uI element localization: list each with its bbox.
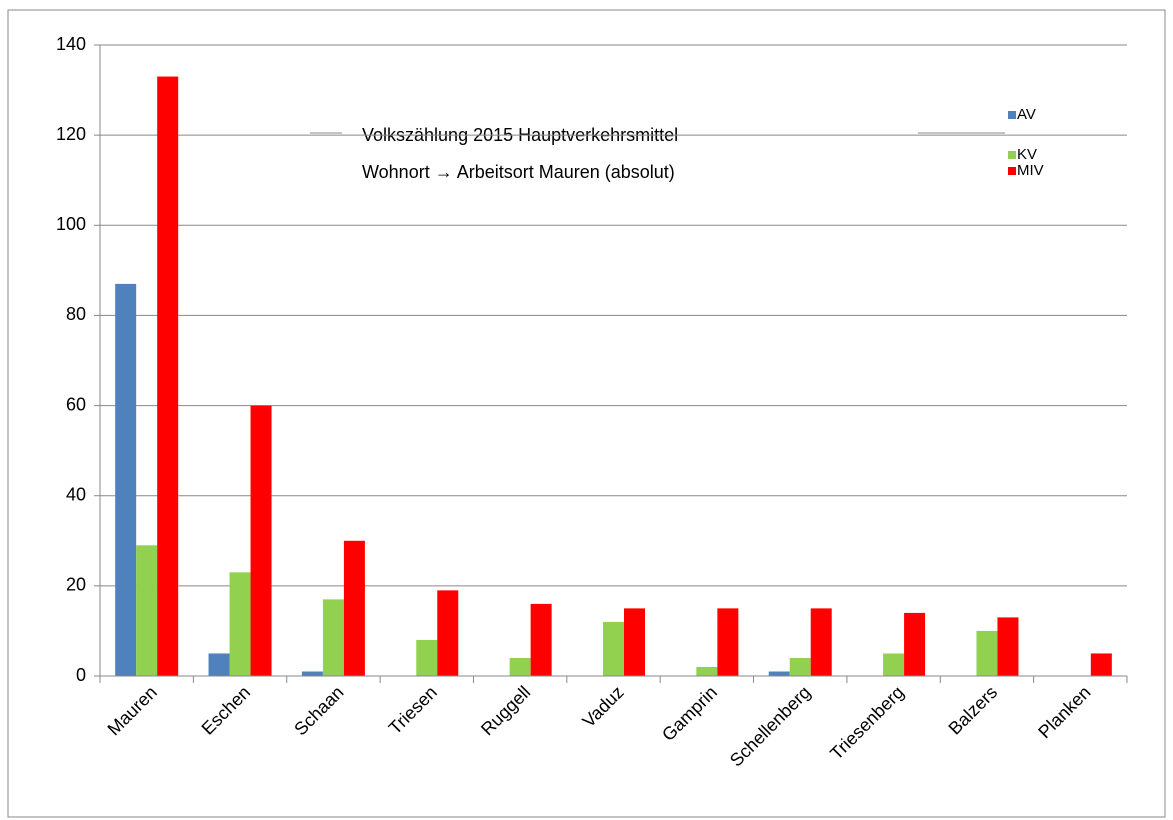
bar <box>976 630 998 676</box>
bar <box>416 639 438 676</box>
y-tick-label: 140 <box>56 34 86 54</box>
legend-label: AV <box>1017 106 1036 123</box>
bar <box>717 608 739 676</box>
bar <box>115 283 137 676</box>
legend-swatch <box>1008 167 1016 175</box>
y-tick-label: 20 <box>66 575 86 595</box>
bar <box>343 540 365 676</box>
bar <box>301 671 323 676</box>
bar <box>1090 653 1112 676</box>
legend-swatch <box>1008 151 1016 159</box>
bar <box>208 653 230 676</box>
bar <box>603 621 624 676</box>
y-tick-label: 100 <box>56 214 86 234</box>
y-tick-label: 80 <box>66 304 86 324</box>
y-tick-label: 40 <box>66 484 86 504</box>
y-tick-label: 120 <box>56 124 86 144</box>
bar <box>509 657 531 676</box>
y-tick-label: 0 <box>76 665 86 685</box>
chart-frame <box>7 9 1166 818</box>
bar <box>624 608 645 676</box>
bar <box>437 590 459 676</box>
bar <box>997 617 1019 676</box>
bar <box>250 405 272 676</box>
legend-label: KV <box>1017 146 1037 163</box>
bar <box>530 603 552 676</box>
bar <box>157 76 179 677</box>
legend-label: MIV <box>1017 162 1044 179</box>
bar <box>883 653 905 676</box>
bar <box>229 572 251 676</box>
bar <box>136 545 158 676</box>
bar <box>789 657 811 676</box>
legend-swatch <box>1008 111 1016 119</box>
bar <box>768 671 790 676</box>
bar <box>904 612 926 676</box>
bar <box>810 608 832 676</box>
chart-subtitle: Wohnort → Arbeitsort Mauren (absolut) <box>362 162 675 182</box>
y-tick-label: 60 <box>66 394 86 414</box>
bar <box>696 666 718 676</box>
bar <box>322 599 344 676</box>
